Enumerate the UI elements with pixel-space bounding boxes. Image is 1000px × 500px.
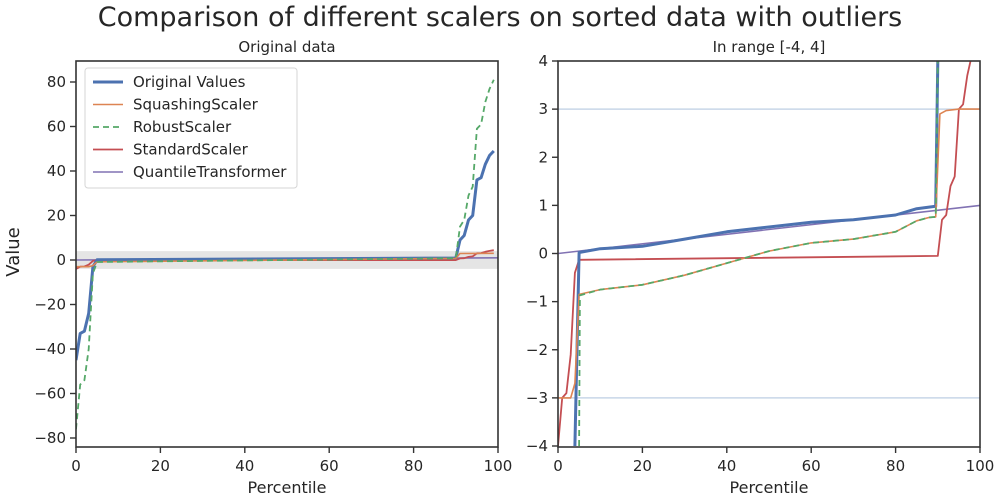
- series-original-values: [76, 149, 495, 361]
- y-tick-label: 0: [538, 245, 548, 263]
- y-axis-label: Value: [3, 227, 24, 276]
- y-tick-label: 20: [47, 207, 66, 225]
- y-tick-label: −20: [34, 296, 66, 314]
- subplot-title: In range [-4, 4]: [713, 38, 826, 56]
- legend-item: StandardScaler: [93, 141, 249, 159]
- x-tick-label: 80: [886, 457, 905, 475]
- y-tick-label: −2: [526, 341, 548, 359]
- y-tick-label: −3: [526, 389, 548, 407]
- x-tick-label: 100: [966, 457, 995, 475]
- x-tick-label: 0: [71, 457, 81, 475]
- reference-lines: [558, 108, 980, 399]
- subplot-title: Original data: [238, 38, 335, 56]
- legend-item: QuantileTransformer: [93, 163, 287, 181]
- legend-item: SquashingScaler: [93, 96, 259, 114]
- y-tick-label: 1: [538, 196, 548, 214]
- y-tick-label: 80: [47, 73, 66, 91]
- y-tick-label: 4: [538, 52, 548, 70]
- plot-in-range: In range [-4, 4] 0 20 40 60 80 100 4 3 2 1 0 −1 −2 −…: [526, 38, 994, 497]
- x-tick-label: 0: [553, 457, 563, 475]
- y-tick-label: −1: [526, 293, 548, 311]
- y-tick-label: 0: [56, 251, 66, 269]
- legend-label: SquashingScaler: [133, 96, 259, 114]
- x-ticks: 0 20 40 60 80 100: [553, 447, 994, 475]
- series-robustscaler: [76, 79, 495, 430]
- y-tick-label: −80: [34, 429, 66, 447]
- x-axis-label: Percentile: [730, 478, 809, 497]
- x-tick-label: 80: [404, 457, 423, 475]
- x-axis-label: Percentile: [248, 478, 327, 497]
- x-ticks: 0 20 40 60 80 100: [71, 447, 512, 475]
- y-tick-label: 3: [538, 100, 548, 118]
- y-tick-label: −40: [34, 340, 66, 358]
- legend-item: Original Values: [93, 73, 246, 91]
- series-quantiletransformer: [558, 204, 980, 255]
- y-tick-label: −4: [526, 437, 548, 455]
- series-lines: [558, 61, 980, 447]
- series-robustscaler: [578, 61, 939, 447]
- x-tick-label: 20: [151, 457, 170, 475]
- legend-label: QuantileTransformer: [133, 163, 287, 181]
- y-ticks: 4 3 2 1 0 −1 −2 −3 −4: [526, 52, 558, 455]
- y-tick-label: −60: [34, 385, 66, 403]
- x-tick-label: 60: [802, 457, 821, 475]
- figure-title: Comparison of different scalers on sorte…: [98, 2, 903, 33]
- legend-label: RobustScaler: [133, 118, 232, 136]
- legend: Original Values SquashingScaler RobustScal…: [84, 67, 298, 189]
- axes-frame: [75, 60, 499, 448]
- y-tick-label: 2: [538, 148, 548, 166]
- series-standardscaler: [558, 61, 972, 447]
- legend-box: [84, 67, 298, 189]
- series-lines: [76, 79, 498, 430]
- legend-label: Original Values: [133, 73, 246, 91]
- x-tick-label: 20: [633, 457, 652, 475]
- x-tick-label: 100: [484, 457, 513, 475]
- legend-item: RobustScaler: [93, 118, 232, 136]
- x-tick-label: 40: [235, 457, 254, 475]
- series-original-values: [573, 61, 940, 447]
- y-tick-label: 60: [47, 118, 66, 136]
- axes-frame: [557, 60, 981, 448]
- series-standardscaler: [76, 249, 494, 270]
- legend-label: StandardScaler: [133, 141, 249, 159]
- plot-original-data: Original data 0 20 40 60 80 100 80 60 40 20 0 −20 −…: [34, 38, 512, 497]
- y-ticks: 80 60 40 20 0 −20 −40 −60 −80: [34, 73, 76, 447]
- y-tick-label: 40: [47, 162, 66, 180]
- series-squashingscaler: [558, 108, 980, 399]
- x-tick-label: 40: [717, 457, 736, 475]
- x-tick-label: 60: [320, 457, 339, 475]
